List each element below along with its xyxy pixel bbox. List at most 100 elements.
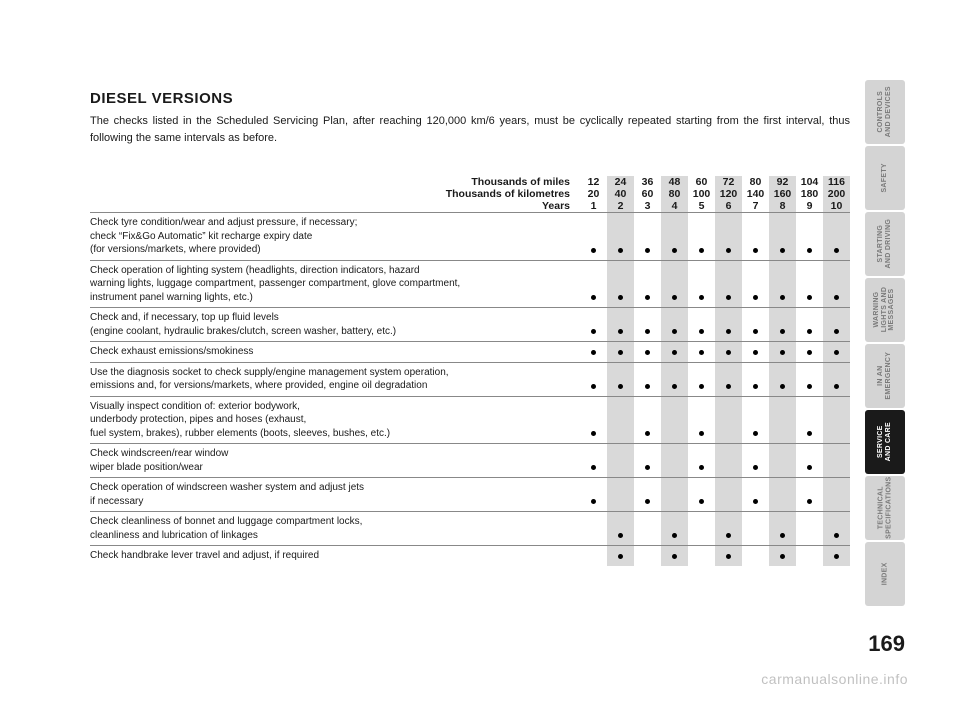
service-schedule-table: Thousands of miles1224364860728092104116… [90,176,850,566]
schedule-cell [607,362,634,396]
header-value: 120 [715,188,742,200]
schedule-cell [715,342,742,363]
schedule-cell [796,342,823,363]
section-tab[interactable]: TECHNICAL SPECIFICATIONS [865,476,905,540]
bullet-icon [834,329,839,334]
section-tab[interactable]: IN AN EMERGENCY [865,344,905,408]
schedule-cell [742,512,769,546]
schedule-cell [688,342,715,363]
bullet-icon [834,248,839,253]
bullet-icon [699,350,704,355]
bullet-icon [672,554,677,559]
tab-label: CONTROLS AND DEVICES [877,86,892,137]
schedule-cell [742,546,769,566]
bullet-icon [807,384,812,389]
header-value: 80 [661,188,688,200]
schedule-cell [688,260,715,308]
bullet-icon [807,329,812,334]
schedule-cell [607,444,634,478]
row-label: Check operation of lighting system (head… [90,260,580,308]
section-tab[interactable]: SAFETY [865,146,905,210]
bullet-icon [834,384,839,389]
schedule-cell [688,213,715,261]
bullet-icon [699,431,704,436]
bullet-icon [753,384,758,389]
bullet-icon [753,499,758,504]
bullet-icon [726,329,731,334]
schedule-cell [742,362,769,396]
header-value: 8 [769,200,796,213]
header-label: Thousands of miles [90,176,580,188]
bullet-icon [834,533,839,538]
header-value: 48 [661,176,688,188]
schedule-cell [580,444,607,478]
schedule-cell [634,444,661,478]
bullet-icon [645,384,650,389]
section-tab[interactable]: WARNING LIGHTS AND MESSAGES [865,278,905,342]
row-label: Use the diagnosis socket to check supply… [90,362,580,396]
schedule-cell [823,342,850,363]
header-value: 180 [796,188,823,200]
header-value: 80 [742,176,769,188]
schedule-cell [688,512,715,546]
section-tab[interactable]: CONTROLS AND DEVICES [865,80,905,144]
schedule-cell [580,512,607,546]
bullet-icon [591,350,596,355]
section-tab[interactable]: SERVICE AND CARE [865,410,905,474]
schedule-cell [688,396,715,444]
bullet-icon [645,431,650,436]
schedule-cell [742,444,769,478]
row-label: Visually inspect condition of: exterior … [90,396,580,444]
schedule-cell [769,342,796,363]
bullet-icon [618,533,623,538]
schedule-cell [661,342,688,363]
tab-label: IN AN EMERGENCY [877,352,892,400]
schedule-cell [688,444,715,478]
bullet-icon [618,384,623,389]
side-tabs: CONTROLS AND DEVICES SAFETY STARTING AND D… [865,80,905,608]
bullet-icon [834,554,839,559]
bullet-icon [753,465,758,470]
bullet-icon [618,350,623,355]
bullet-icon [699,329,704,334]
schedule-cell [796,362,823,396]
bullet-icon [699,384,704,389]
bullet-icon [591,248,596,253]
schedule-cell [580,478,607,512]
schedule-cell [742,308,769,342]
schedule-cell [634,213,661,261]
schedule-cell [823,478,850,512]
tab-label: WARNING LIGHTS AND MESSAGES [873,287,896,333]
bullet-icon [753,248,758,253]
schedule-cell [769,546,796,566]
header-value: 104 [796,176,823,188]
schedule-cell [607,342,634,363]
bullet-icon [699,248,704,253]
bullet-icon [726,554,731,559]
header-value: 3 [634,200,661,213]
schedule-cell [796,478,823,512]
table-header-row: Thousands of miles1224364860728092104116 [90,176,850,188]
schedule-cell [742,478,769,512]
bullet-icon [807,431,812,436]
bullet-icon [672,350,677,355]
section-tab[interactable]: STARTING AND DRIVING [865,212,905,276]
schedule-cell [580,308,607,342]
bullet-icon [645,248,650,253]
schedule-cell [769,478,796,512]
schedule-cell [823,308,850,342]
schedule-cell [607,512,634,546]
schedule-cell [634,478,661,512]
schedule-cell [607,308,634,342]
bullet-icon [672,295,677,300]
section-heading: DIESEL VERSIONS [90,90,850,107]
bullet-icon [618,554,623,559]
schedule-cell [607,260,634,308]
tab-label: SERVICE AND CARE [877,422,892,461]
table-header-row: Years12345678910 [90,200,850,213]
header-value: 200 [823,188,850,200]
tab-label: STARTING AND DRIVING [877,219,892,269]
section-tab[interactable]: INDEX [865,542,905,606]
bullet-icon [618,295,623,300]
schedule-cell [661,444,688,478]
